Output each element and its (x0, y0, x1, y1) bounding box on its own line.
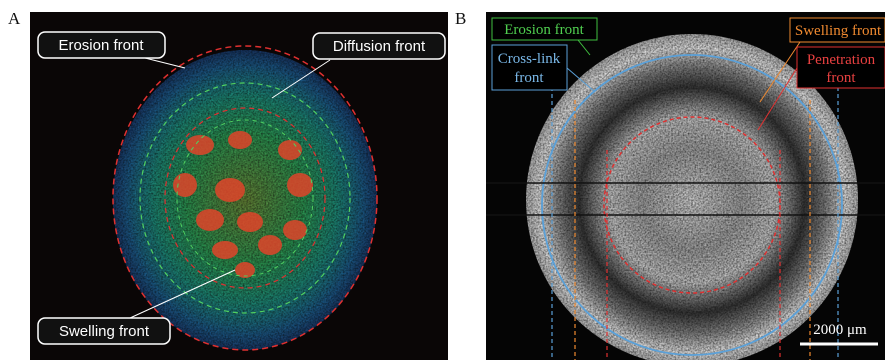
panel-a-image (30, 12, 448, 360)
label: Diffusion front (333, 38, 426, 55)
label: Erosion front (504, 22, 584, 38)
label: Swelling front (795, 23, 882, 39)
label: Cross-link (498, 51, 561, 67)
scale-label: 2000 μm (813, 322, 867, 338)
figure: A Erosion front Diffusion front Swelling… (0, 0, 885, 360)
panel-label: B (455, 9, 466, 28)
label: front (826, 70, 856, 86)
label: Swelling front (59, 323, 150, 340)
label: Erosion front (58, 37, 144, 54)
label: Penetration (807, 52, 876, 68)
panel-label: A (8, 9, 21, 28)
label: front (514, 70, 544, 86)
